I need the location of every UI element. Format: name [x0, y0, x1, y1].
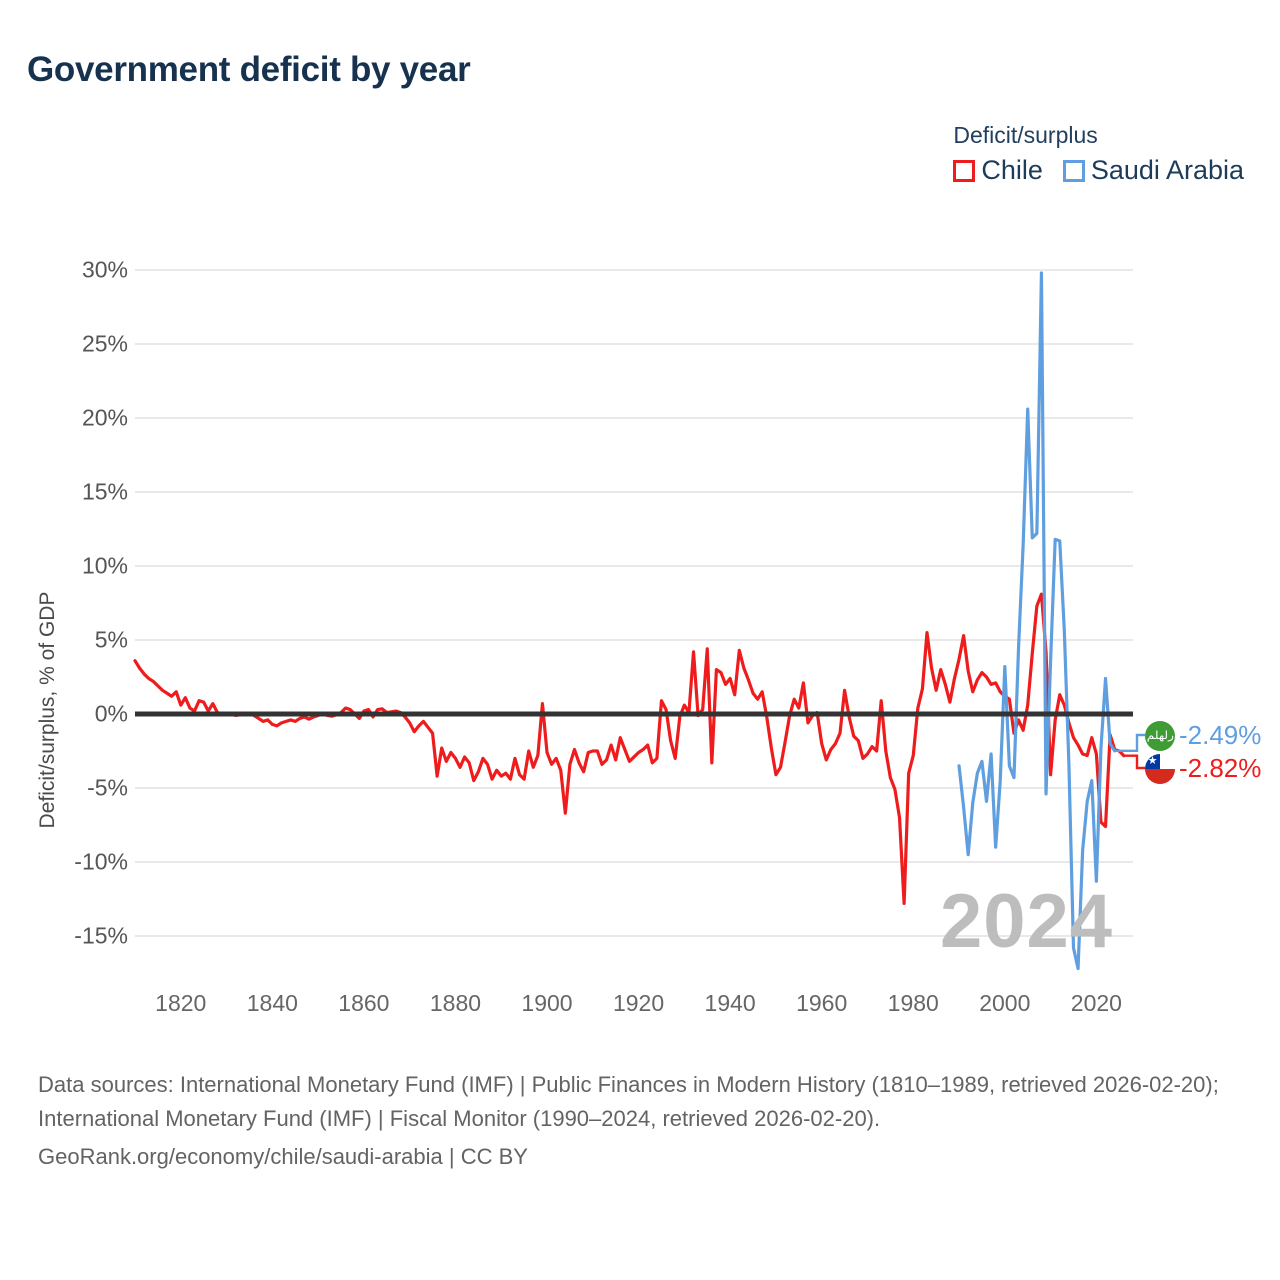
legend-swatch-saudi-arabia — [1062, 159, 1085, 182]
legend-title: Deficit/surplus — [953, 122, 1098, 148]
y-tick-label: -10% — [74, 848, 128, 875]
x-tick-label: 1820 — [155, 990, 207, 1016]
legend-item-chile[interactable]: Chile — [953, 155, 1043, 186]
chart-legend: Deficit/surplus Chile Saudi Arabia — [953, 122, 1244, 186]
x-tick-label: 2000 — [979, 990, 1031, 1016]
legend-items: Chile Saudi Arabia — [953, 155, 1244, 186]
x-tick-label: 1860 — [338, 990, 390, 1016]
x-tick-label: 1940 — [704, 990, 756, 1016]
x-tick-label: 1960 — [796, 990, 848, 1016]
legend-label-saudi-arabia: Saudi Arabia — [1090, 155, 1244, 185]
x-tick-label: 1880 — [429, 990, 482, 1016]
series-line-saudi-arabia — [957, 271, 1117, 971]
page-title: Government deficit by year — [27, 50, 471, 89]
y-tick-label: 20% — [81, 404, 128, 431]
year-watermark: 2024 — [940, 879, 1114, 964]
x-tick-label: 1840 — [246, 990, 298, 1016]
end-value-chile: -2.82% — [1179, 753, 1262, 783]
end-value-saudi-arabia: -2.49% — [1179, 720, 1262, 750]
legend-swatch-chile — [953, 159, 976, 182]
x-tick-label: 1980 — [887, 990, 939, 1016]
footer: Data sources: International Monetary Fun… — [38, 1068, 1243, 1174]
end-label-connector — [1123, 754, 1145, 770]
legend-label-chile: Chile — [981, 155, 1043, 185]
y-tick-label: -15% — [74, 922, 128, 949]
footer-url: GeoRank.org/economy/chile/saudi-arabia |… — [38, 1144, 528, 1169]
end-label-chile: ★ -2.82% — [1145, 753, 1261, 784]
y-tick-label: 10% — [81, 552, 128, 579]
y-tick-label: 5% — [94, 626, 128, 653]
end-label-connector — [1114, 733, 1145, 753]
y-tick-label: 30% — [81, 256, 128, 283]
y-tick-label: 0% — [94, 700, 128, 727]
x-tick-label: 2020 — [1070, 990, 1122, 1016]
x-tick-label: 1900 — [521, 990, 573, 1016]
x-tick-label: 1920 — [612, 990, 665, 1016]
y-tick-label: 15% — [81, 478, 128, 505]
y-tick-label: -5% — [87, 774, 128, 801]
end-label-saudi-arabia: رلهلم -2.49% — [1145, 720, 1261, 751]
chile-flag-icon: ★ — [1145, 753, 1175, 784]
y-tick-label: 25% — [81, 330, 128, 357]
saudi-arabia-flag-icon: رلهلم — [1145, 720, 1175, 751]
series-line-chile — [133, 592, 1126, 906]
legend-item-saudi-arabia[interactable]: Saudi Arabia — [1062, 155, 1244, 186]
footer-sources: Data sources: International Monetary Fun… — [38, 1072, 1219, 1131]
